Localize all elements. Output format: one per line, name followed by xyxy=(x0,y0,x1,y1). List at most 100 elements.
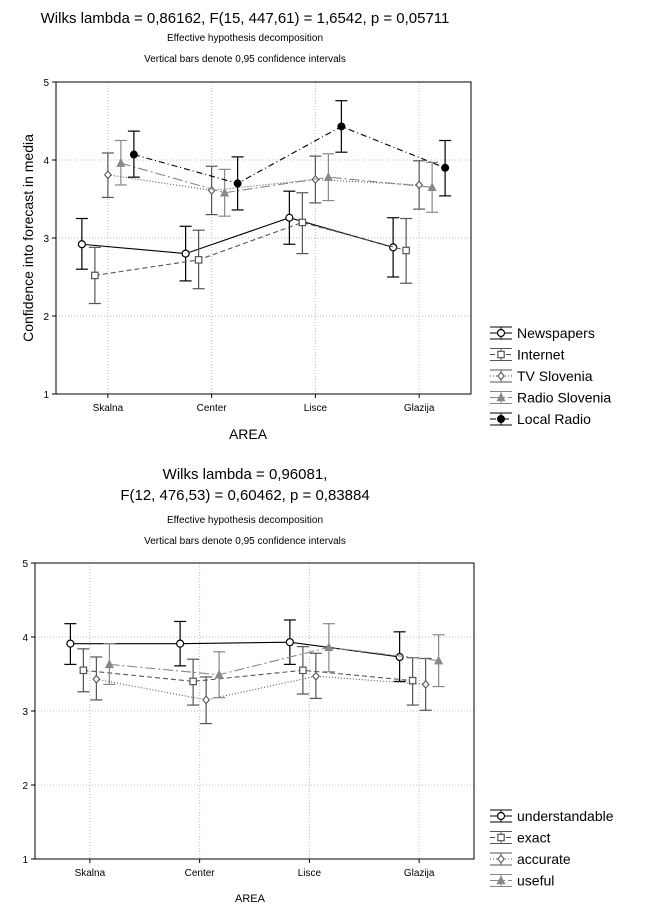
legend-label-local-radio: Local Radio xyxy=(517,411,591,427)
data-point-exact-0 xyxy=(79,666,88,675)
data-point-local-radio-3 xyxy=(441,163,450,172)
series-line-internet xyxy=(94,221,407,276)
legend-marker-radio-slovenia xyxy=(496,392,506,402)
data-point-understandable-1 xyxy=(176,639,185,648)
gridlines xyxy=(35,563,474,859)
legend-label-newspapers: Newspapers xyxy=(517,325,595,341)
chart-media-confidence: Wilks lambda = 0,86162, F(15, 447,61) = … xyxy=(0,0,652,450)
data-point-exact-1 xyxy=(189,677,197,686)
series-useful xyxy=(103,623,445,699)
legend: understandable exact accurate useful xyxy=(490,808,614,889)
data-point-radio-slovenia-1 xyxy=(220,187,230,197)
data-point-understandable-3 xyxy=(395,652,404,662)
data-point-radio-slovenia-3 xyxy=(427,182,437,191)
legend-marker-internet xyxy=(497,350,505,359)
data-point-useful-1 xyxy=(214,669,224,679)
legend-marker-local-radio xyxy=(497,415,505,423)
y-tick-label-4: 4 xyxy=(22,633,28,644)
x-axis-label: AREA xyxy=(229,426,268,442)
legend-label-radio-slovenia: Radio Slovenia xyxy=(517,390,611,406)
data-point-accurate-3 xyxy=(421,679,430,689)
chart-subtitle-1: Effective hypothesis decomposition xyxy=(167,515,323,526)
data-point-newspapers-0 xyxy=(77,240,86,249)
x-tick-label-glazija: Glazija xyxy=(404,868,435,879)
x-tick-label-lisce: Lisce xyxy=(298,868,322,879)
data-point-accurate-1 xyxy=(202,695,211,705)
y-tick-label-5: 5 xyxy=(43,78,49,89)
legend-label-internet: Internet xyxy=(517,347,565,363)
data-point-tv-slovenia-3 xyxy=(415,180,424,190)
y-tick-label-3: 3 xyxy=(22,707,28,718)
legend-marker-understandable xyxy=(496,811,506,821)
legend-label-accurate: accurate xyxy=(517,851,571,867)
axes: 1 2 3 4 5 Skalna Center Lisce Glazija xyxy=(22,559,475,879)
legend-marker-useful xyxy=(496,875,506,885)
data-point-local-radio-2 xyxy=(337,122,346,131)
legend-label-understandable: understandable xyxy=(517,808,614,824)
legend-marker-tv-slovenia xyxy=(497,371,505,381)
legend-label-tv-slovenia: TV Slovenia xyxy=(517,368,593,384)
data-point-internet-0 xyxy=(91,271,99,280)
data-point-radio-slovenia-0 xyxy=(116,158,126,167)
y-tick-label-2: 2 xyxy=(22,781,28,792)
x-tick-label-center: Center xyxy=(185,868,216,879)
y-tick-label-3: 3 xyxy=(43,234,49,245)
y-tick-label-4: 4 xyxy=(43,156,49,167)
y-axis-label: Confidence into forecast in media xyxy=(20,134,36,342)
legend-label-exact: exact xyxy=(517,830,551,846)
series-accurate xyxy=(90,652,432,725)
chart-forecast-quality: Wilks lambda = 0,96081, F(12, 476,53) = … xyxy=(0,455,652,906)
x-tick-label-skalna: Skalna xyxy=(75,868,106,879)
data-point-radio-slovenia-2 xyxy=(323,172,333,181)
series-line-newspapers xyxy=(81,217,394,255)
chart-title: Wilks lambda = 0,86162, F(15, 447,61) = … xyxy=(41,10,450,27)
data-point-newspapers-1 xyxy=(181,249,190,258)
gridlines xyxy=(56,82,471,394)
series-tv-slovenia xyxy=(101,152,426,216)
data-point-newspapers-2 xyxy=(285,213,294,222)
data-point-internet-3 xyxy=(402,246,410,255)
data-point-newspapers-3 xyxy=(389,243,398,252)
x-tick-label-glazija: Glazija xyxy=(404,403,435,414)
legend-label-useful: useful xyxy=(517,873,554,889)
data-point-understandable-0 xyxy=(66,639,75,648)
data-point-internet-2 xyxy=(298,218,307,227)
x-tick-label-skalna: Skalna xyxy=(93,403,124,414)
series-line-exact xyxy=(83,669,413,682)
data-point-local-radio-0 xyxy=(129,150,138,159)
chart-subtitle-2: Vertical bars denote 0,95 confidence int… xyxy=(144,54,346,65)
series-line-local-radio xyxy=(133,125,446,184)
series-line-useful xyxy=(109,646,439,676)
data-point-useful-2 xyxy=(324,642,334,652)
data-point-useful-3 xyxy=(434,655,444,665)
y-tick-label-1: 1 xyxy=(22,855,28,866)
chart-title-line-2: F(12, 476,53) = 0,60462, p = 0,83884 xyxy=(120,487,369,504)
data-point-accurate-2 xyxy=(311,671,320,681)
series-radio-slovenia xyxy=(114,139,439,217)
legend-marker-newspapers xyxy=(496,328,506,338)
data-point-understandable-2 xyxy=(285,638,294,647)
chart-media-confidence-svg: Wilks lambda = 0,86162, F(15, 447,61) = … xyxy=(20,10,611,442)
x-tick-label-lisce: Lisce xyxy=(304,403,328,414)
legend-marker-accurate xyxy=(497,854,505,864)
series-line-tv-slovenia xyxy=(107,174,420,191)
series-newspapers xyxy=(75,190,400,282)
data-point-useful-0 xyxy=(104,659,114,669)
series-internet xyxy=(88,192,413,305)
y-tick-label-1: 1 xyxy=(43,390,49,401)
chart-subtitle-2: Vertical bars denote 0,95 confidence int… xyxy=(144,536,346,547)
legend-marker-exact xyxy=(497,833,505,842)
data-point-exact-2 xyxy=(299,666,307,675)
data-point-internet-1 xyxy=(194,256,203,264)
data-point-accurate-0 xyxy=(92,674,101,684)
chart-forecast-quality-svg: Wilks lambda = 0,96081, F(12, 476,53) = … xyxy=(22,466,614,905)
y-tick-label-2: 2 xyxy=(43,312,49,323)
x-axis-label: AREA xyxy=(235,893,266,905)
chart-title-line-1: Wilks lambda = 0,96081, xyxy=(163,466,328,483)
series-local-radio xyxy=(127,100,452,211)
chart-subtitle-1: Effective hypothesis decomposition xyxy=(167,33,323,44)
data-point-tv-slovenia-0 xyxy=(103,170,112,180)
x-tick-label-center: Center xyxy=(197,403,228,414)
data-point-local-radio-1 xyxy=(233,179,242,188)
axes: 1 2 3 4 5 Skalna Center Lisce Glazija xyxy=(43,78,472,414)
